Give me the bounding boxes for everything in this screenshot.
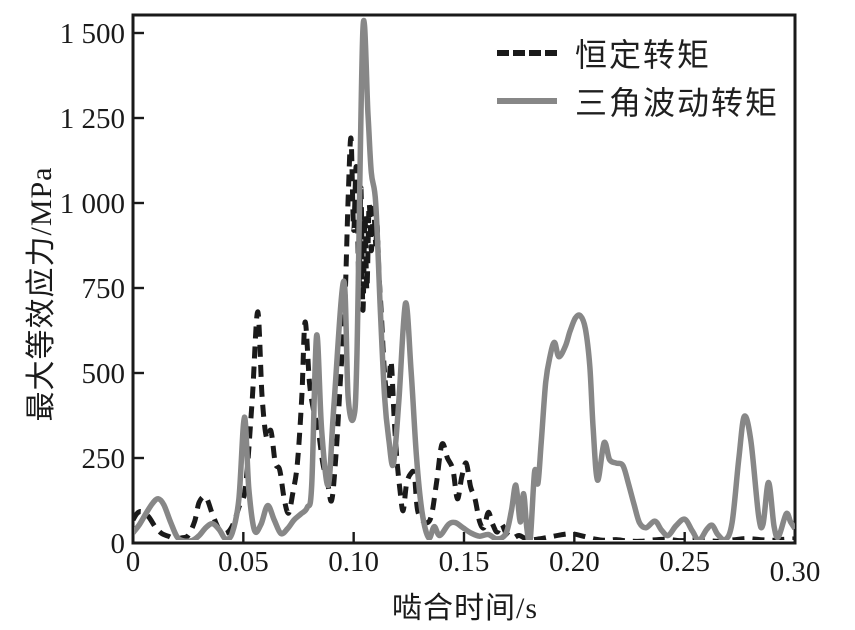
y-tick-label: 750 bbox=[82, 273, 126, 305]
x-tick-label: 0.30 bbox=[770, 556, 821, 588]
y-tick-label: 1 500 bbox=[60, 18, 125, 50]
y-tick-label: 0 bbox=[111, 528, 126, 560]
dashed-line-sample-icon bbox=[497, 50, 557, 56]
legend-label-triangular-torque: 三角波动转矩 bbox=[575, 85, 780, 121]
x-tick-label: 0.15 bbox=[439, 546, 490, 578]
x-axis-title: 啮合时间/s bbox=[391, 592, 538, 625]
x-tick-label: 0.25 bbox=[659, 546, 710, 578]
x-tick-label: 0 bbox=[126, 546, 141, 578]
y-tick-label: 500 bbox=[82, 358, 126, 390]
y-tick-label: 1 000 bbox=[60, 188, 125, 220]
x-tick-label: 0.20 bbox=[549, 546, 600, 578]
solid-line-sample-icon bbox=[497, 98, 557, 104]
legend-item-triangular-torque: 三角波动转矩 bbox=[497, 81, 779, 121]
legend-item-constant-torque: 恒定转矩 bbox=[497, 33, 779, 73]
triangular-torque-series-line bbox=[134, 17, 795, 540]
constant-torque-series-line bbox=[134, 135, 795, 540]
x-tick-label: 0.10 bbox=[328, 546, 379, 578]
y-tick-label: 1 250 bbox=[60, 103, 125, 135]
legend-label-constant-torque: 恒定转矩 bbox=[575, 37, 712, 73]
y-axis-title: 最大等效应力/MPa bbox=[25, 166, 58, 422]
chart-legend: 恒定转矩 三角波动转矩 bbox=[497, 33, 779, 121]
y-tick-label: 250 bbox=[82, 443, 126, 475]
x-tick-label: 0.05 bbox=[218, 546, 269, 578]
